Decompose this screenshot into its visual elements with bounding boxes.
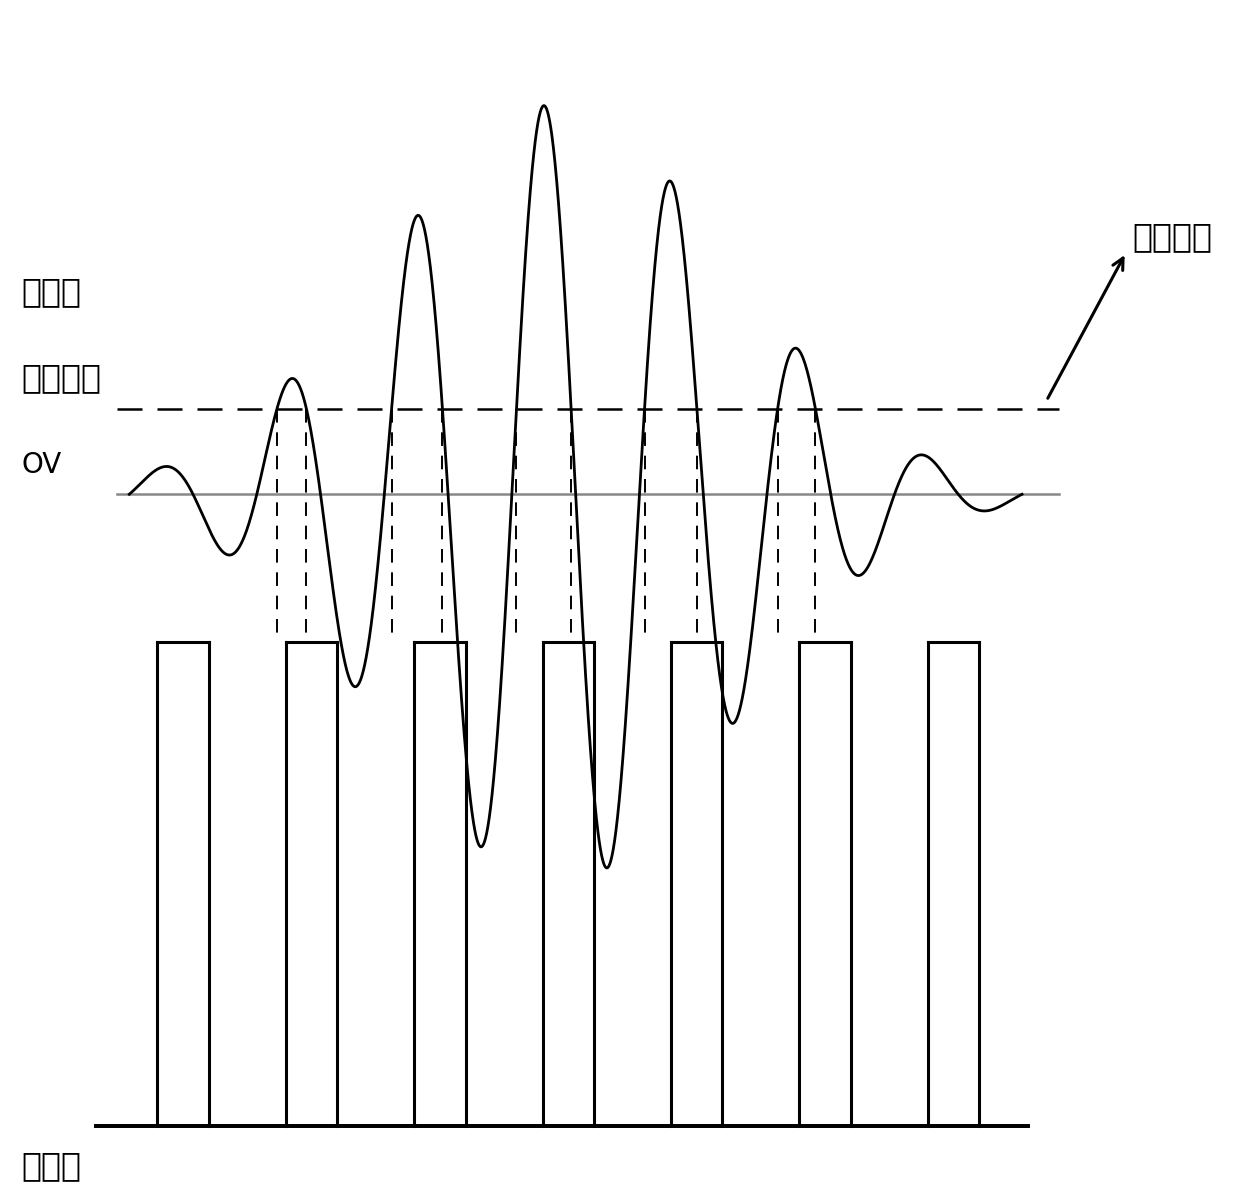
Text: 脉冲串: 脉冲串 [21, 1150, 82, 1182]
Text: OV: OV [21, 451, 62, 479]
Text: 比较电平: 比较电平 [1132, 220, 1211, 253]
Text: 接收的: 接收的 [21, 275, 82, 308]
Text: 回波信号: 回波信号 [21, 361, 102, 394]
